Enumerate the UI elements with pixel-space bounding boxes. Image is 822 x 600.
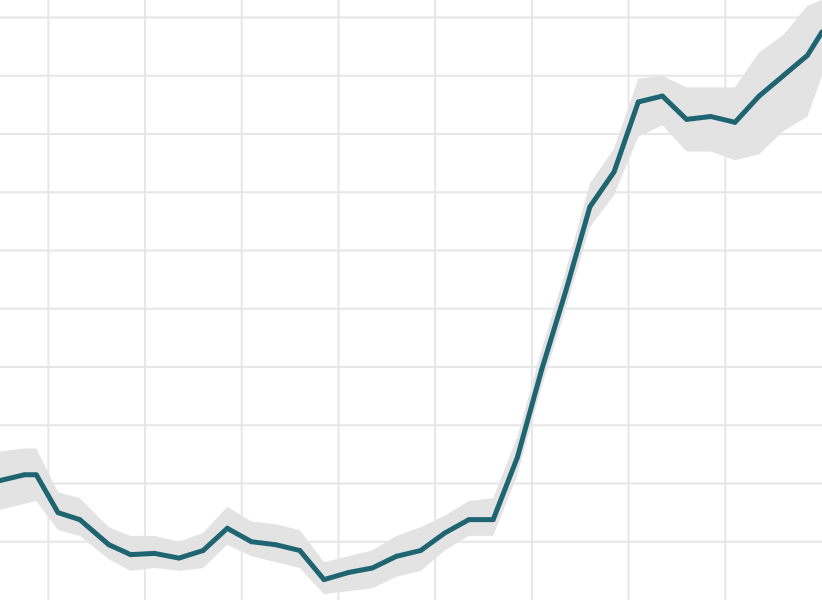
data-point-16 <box>369 565 375 571</box>
data-point-0 <box>0 478 3 484</box>
data-point-15 <box>345 570 351 576</box>
data-point-13 <box>297 548 303 553</box>
data-point-9 <box>200 548 206 553</box>
data-point-29 <box>684 116 690 122</box>
data-point-31 <box>732 119 738 125</box>
series-line <box>0 29 822 583</box>
data-point-6 <box>128 552 134 558</box>
data-point-24 <box>563 288 569 294</box>
data-point-23 <box>539 367 545 373</box>
data-point-34 <box>805 52 810 58</box>
data-point-25 <box>587 204 593 210</box>
data-point-5 <box>106 542 112 548</box>
data-point-28 <box>659 93 665 99</box>
data-point-26 <box>611 169 617 175</box>
data-point-35 <box>819 29 822 35</box>
data-point-20 <box>466 517 472 523</box>
data-point-11 <box>248 539 254 545</box>
data-point-22 <box>514 454 520 460</box>
data-point-18 <box>418 548 424 553</box>
data-point-8 <box>176 555 182 561</box>
data-point-3 <box>55 510 61 516</box>
data-point-27 <box>635 99 641 105</box>
data-point-7 <box>152 550 158 556</box>
data-point-14 <box>321 577 327 583</box>
data-point-2 <box>33 472 39 478</box>
data-point-19 <box>442 530 448 536</box>
data-point-17 <box>394 553 399 559</box>
data-point-21 <box>490 517 496 523</box>
data-point-12 <box>273 542 279 548</box>
data-point-4 <box>77 517 83 523</box>
data-point-30 <box>708 114 714 119</box>
data-point-32 <box>756 93 762 99</box>
data-point-1 <box>21 472 27 478</box>
data-point-33 <box>780 73 786 79</box>
series-points <box>0 29 822 583</box>
data-point-10 <box>224 525 230 531</box>
